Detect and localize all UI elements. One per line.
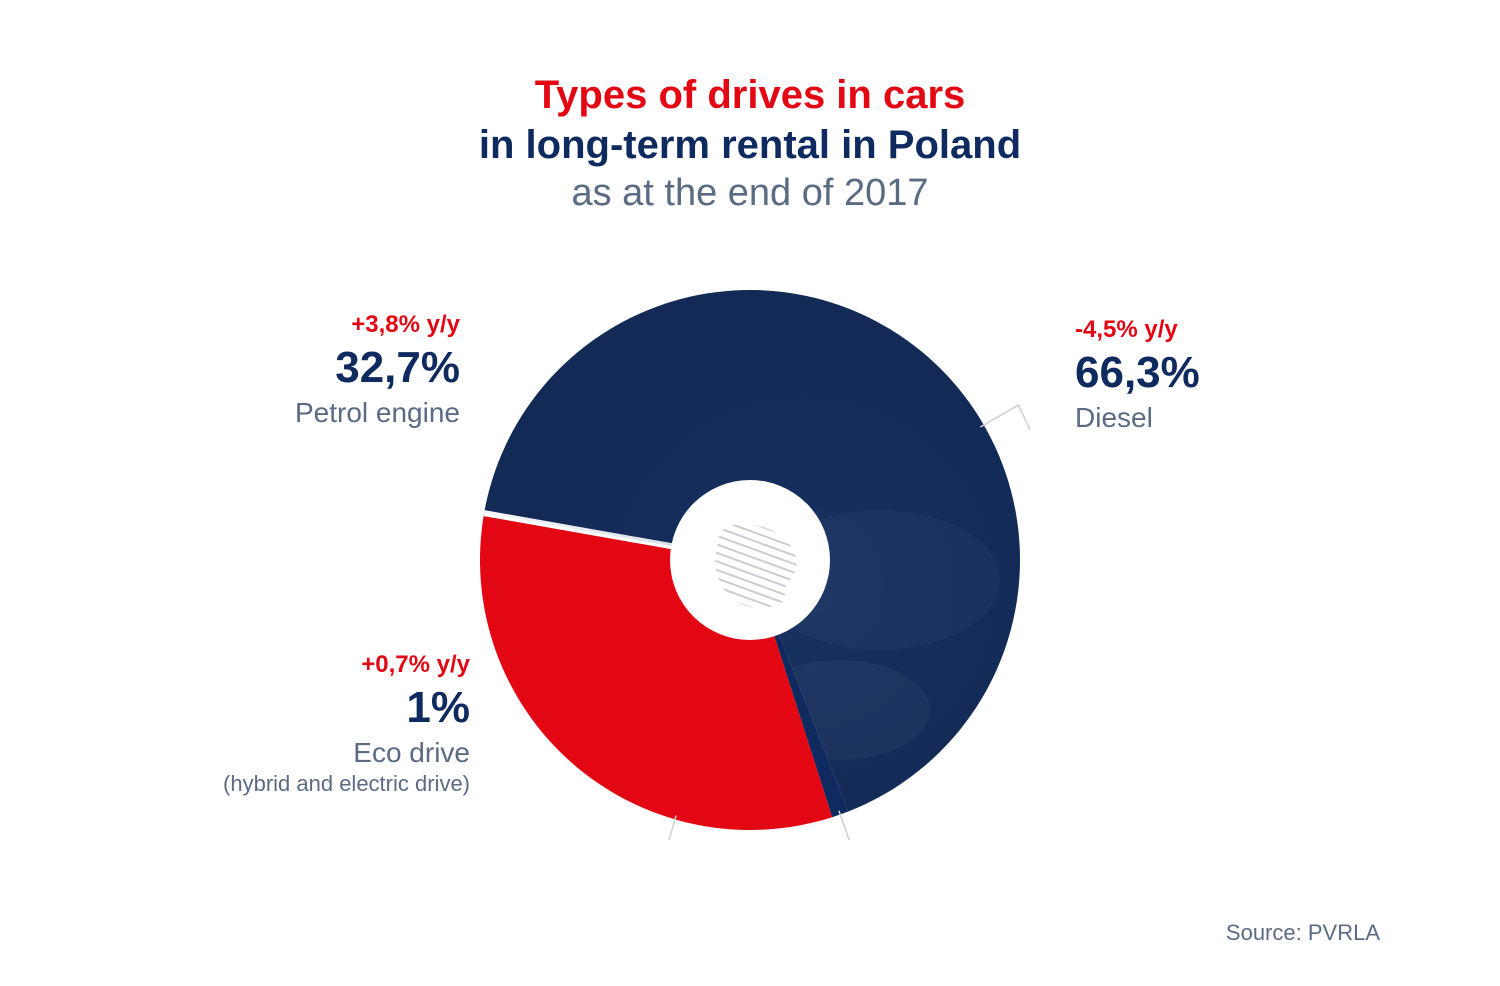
petrol-yy: +3,8% y/y [210,310,460,340]
label-diesel: -4,5% y/y 66,3% Diesel [1075,315,1335,435]
label-petrol: +3,8% y/y 32,7% Petrol engine [210,310,460,430]
eco-subname: (hybrid and electric drive) [150,770,470,798]
label-eco: +0,7% y/y 1% Eco drive (hybrid and elect… [150,650,470,798]
donut-chart [470,280,1030,840]
title-line-3: as at the end of 2017 [0,170,1500,218]
infographic-stage: Types of drives in cars in long-term ren… [0,0,1500,986]
eco-yy: +0,7% y/y [150,650,470,680]
title-line-2: in long-term rental in Poland [0,120,1500,170]
diesel-pct: 66,3% [1075,345,1335,400]
source-line: Source: PVRLA [1226,920,1380,946]
title-block: Types of drives in cars in long-term ren… [0,70,1500,218]
diesel-name: Diesel [1075,400,1335,435]
eco-name: Eco drive [150,735,470,770]
petrol-name: Petrol engine [210,395,460,430]
diesel-yy: -4,5% y/y [1075,315,1335,345]
source-value: PVRLA [1308,920,1380,945]
petrol-pct: 32,7% [210,340,460,395]
source-prefix: Source: [1226,920,1308,945]
title-line-1: Types of drives in cars [0,70,1500,120]
eco-pct: 1% [150,680,470,735]
